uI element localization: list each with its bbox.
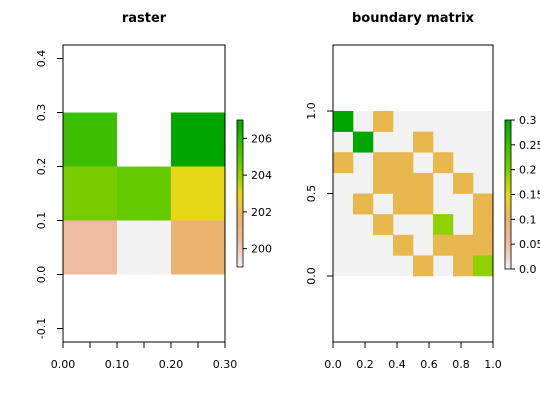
boundary-matrix-legend-tick-label: 0.3 <box>519 114 537 127</box>
raster-legend-tick-label: 204 <box>251 169 272 182</box>
boundary-matrix-legend-tick-label: 0.2 <box>519 164 537 177</box>
boundary-matrix-xtick-label: 0.4 <box>388 358 406 371</box>
raster-ytick-label: 0.2 <box>35 158 48 176</box>
boundary-matrix-cell-r7c7 <box>473 255 494 277</box>
boundary-matrix-legend-tick-label: 0.25 <box>519 139 540 152</box>
boundary-matrix-cell-r3c2 <box>373 172 394 194</box>
boundary-matrix-xtick-label: 1.0 <box>484 358 502 371</box>
boundary-matrix-cell-r6c6 <box>453 234 474 256</box>
raster-legend-tick-label: 200 <box>251 243 272 256</box>
raster-xtick-label: 0.00 <box>51 358 76 371</box>
boundary-matrix-xtick-label: 0.0 <box>324 358 342 371</box>
boundary-matrix-cell-r6c7 <box>473 234 494 256</box>
boundary-matrix-cell-r4c4 <box>413 193 434 215</box>
raster-ytick-label: 0.3 <box>35 104 48 122</box>
boundary-matrix-cell-r1c1 <box>353 131 374 153</box>
boundary-matrix-cell-r3c4 <box>413 172 434 194</box>
boundary-matrix-legend-tick-label: 0.1 <box>519 213 537 226</box>
raster-xtick-label: 0.30 <box>213 358 238 371</box>
raster-ytick-label: -0.1 <box>35 318 48 339</box>
boundary-matrix-cell-r3c3 <box>393 172 414 194</box>
raster-cell-r0c0 <box>63 112 117 167</box>
boundary-matrix-xtick-label: 0.8 <box>452 358 470 371</box>
raster-cells <box>63 112 225 275</box>
boundary-matrix-legend: 0.0 0.05 0.1 0.15 0.2 0.25 0.3 <box>504 114 540 276</box>
boundary-matrix-cell-r0c2 <box>373 111 394 132</box>
boundary-matrix-panel: boundary matrix 0.0 0.2 0.4 0.6 0.8 1.0 0.00.… <box>305 11 540 371</box>
boundary-matrix-cell-r1c4 <box>413 131 434 153</box>
boundary-matrix-cell-r2c5 <box>433 152 454 174</box>
boundary-matrix-xtick-label: 0.6 <box>420 358 438 371</box>
boundary-matrix-title: boundary matrix <box>352 11 475 26</box>
raster-legend-bar <box>236 119 244 268</box>
boundary-matrix-cell-r2c3 <box>393 152 414 174</box>
boundary-matrix-ytick-label: 0.5 <box>305 185 318 203</box>
raster-legend: 200 202 204 206 <box>236 119 272 268</box>
boundary-matrix-cell-r6c3 <box>393 234 414 256</box>
boundary-matrix-cells <box>333 111 494 277</box>
raster-ytick-label: 0.0 <box>35 266 48 284</box>
boundary-matrix-legend-tick-label: 0.0 <box>519 263 537 276</box>
raster-cell-r1c0 <box>63 166 117 221</box>
raster-title: raster <box>122 11 167 26</box>
raster-cell-r1c1 <box>117 166 171 221</box>
boundary-matrix-legend-tick-label: 0.15 <box>519 189 540 202</box>
raster-y-axis: -0.1 0.0 0.1 0.2 0.3 0.4 <box>35 50 63 339</box>
raster-xtick-label: 0.10 <box>105 358 130 371</box>
raster-ytick-label: 0.4 <box>35 50 48 68</box>
raster-legend-tick-label: 206 <box>251 132 272 145</box>
boundary-matrix-cell-r7c4 <box>413 255 434 277</box>
raster-cell-r2c0 <box>63 220 117 275</box>
boundary-matrix-cell-r4c1 <box>353 193 374 215</box>
boundary-matrix-cell-r6c5 <box>433 234 454 256</box>
raster-ytick-label: 0.1 <box>35 212 48 230</box>
boundary-matrix-cell-r2c0 <box>333 152 354 174</box>
boundary-matrix-cell-r4c3 <box>393 193 414 215</box>
raster-cell-r2c1 <box>117 220 171 275</box>
boundary-matrix-cell-r0c0 <box>333 111 354 132</box>
boundary-matrix-ytick-label: 0.0 <box>305 267 318 285</box>
raster-xtick-label: 0.20 <box>159 358 184 371</box>
raster-cell-r2c2 <box>171 220 225 275</box>
raster-cell-r1c2 <box>171 166 225 221</box>
boundary-matrix-xtick-label: 0.2 <box>356 358 374 371</box>
boundary-matrix-cell-r5c5 <box>433 214 454 236</box>
boundary-matrix-legend-bar <box>504 119 512 270</box>
boundary-matrix-cell-r3c6 <box>453 172 474 194</box>
boundary-matrix-x-axis: 0.0 0.2 0.4 0.6 0.8 1.0 <box>324 342 502 371</box>
boundary-matrix-cell-r7c6 <box>453 255 474 277</box>
boundary-matrix-cell-r2c2 <box>373 152 394 174</box>
raster-x-axis: 0.00 0.10 0.20 0.30 <box>51 342 238 371</box>
boundary-matrix-y-axis: 0.0 0.5 1.0 <box>305 102 333 285</box>
boundary-matrix-cell-r4c7 <box>473 193 494 215</box>
boundary-matrix-cell-r5c7 <box>473 214 494 236</box>
raster-legend-tick-label: 202 <box>251 206 272 219</box>
raster-panel: raster 0.00 0.10 0.20 0.30 -0.1 0.0 0.1 0.2 0.3… <box>35 11 272 371</box>
boundary-matrix-legend-tick-label: 0.05 <box>519 238 540 251</box>
boundary-matrix-cell-r5c2 <box>373 214 394 236</box>
boundary-matrix-ytick-label: 1.0 <box>305 102 318 120</box>
raster-cell-r0c2 <box>171 112 225 167</box>
